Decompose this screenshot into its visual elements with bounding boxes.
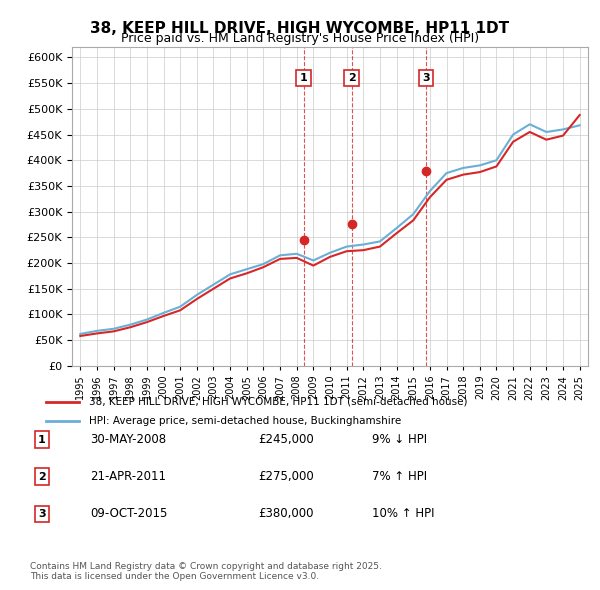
Text: 2: 2 — [38, 472, 46, 481]
Text: 10% ↑ HPI: 10% ↑ HPI — [372, 507, 434, 520]
Text: £245,000: £245,000 — [258, 433, 314, 446]
Text: 38, KEEP HILL DRIVE, HIGH WYCOMBE, HP11 1DT: 38, KEEP HILL DRIVE, HIGH WYCOMBE, HP11 … — [91, 21, 509, 35]
Text: 7% ↑ HPI: 7% ↑ HPI — [372, 470, 427, 483]
Text: 21-APR-2011: 21-APR-2011 — [90, 470, 166, 483]
Text: £380,000: £380,000 — [258, 507, 314, 520]
Text: 3: 3 — [38, 509, 46, 519]
Text: HPI: Average price, semi-detached house, Buckinghamshire: HPI: Average price, semi-detached house,… — [89, 417, 401, 426]
Text: 1: 1 — [299, 73, 307, 83]
Text: 1: 1 — [38, 435, 46, 444]
Text: 3: 3 — [422, 73, 430, 83]
Text: £275,000: £275,000 — [258, 470, 314, 483]
Text: Contains HM Land Registry data © Crown copyright and database right 2025.
This d: Contains HM Land Registry data © Crown c… — [30, 562, 382, 581]
Text: Price paid vs. HM Land Registry's House Price Index (HPI): Price paid vs. HM Land Registry's House … — [121, 32, 479, 45]
Text: 9% ↓ HPI: 9% ↓ HPI — [372, 433, 427, 446]
Text: 30-MAY-2008: 30-MAY-2008 — [90, 433, 166, 446]
Text: 38, KEEP HILL DRIVE, HIGH WYCOMBE, HP11 1DT (semi-detached house): 38, KEEP HILL DRIVE, HIGH WYCOMBE, HP11 … — [89, 397, 468, 407]
Text: 09-OCT-2015: 09-OCT-2015 — [90, 507, 167, 520]
Text: 2: 2 — [348, 73, 356, 83]
